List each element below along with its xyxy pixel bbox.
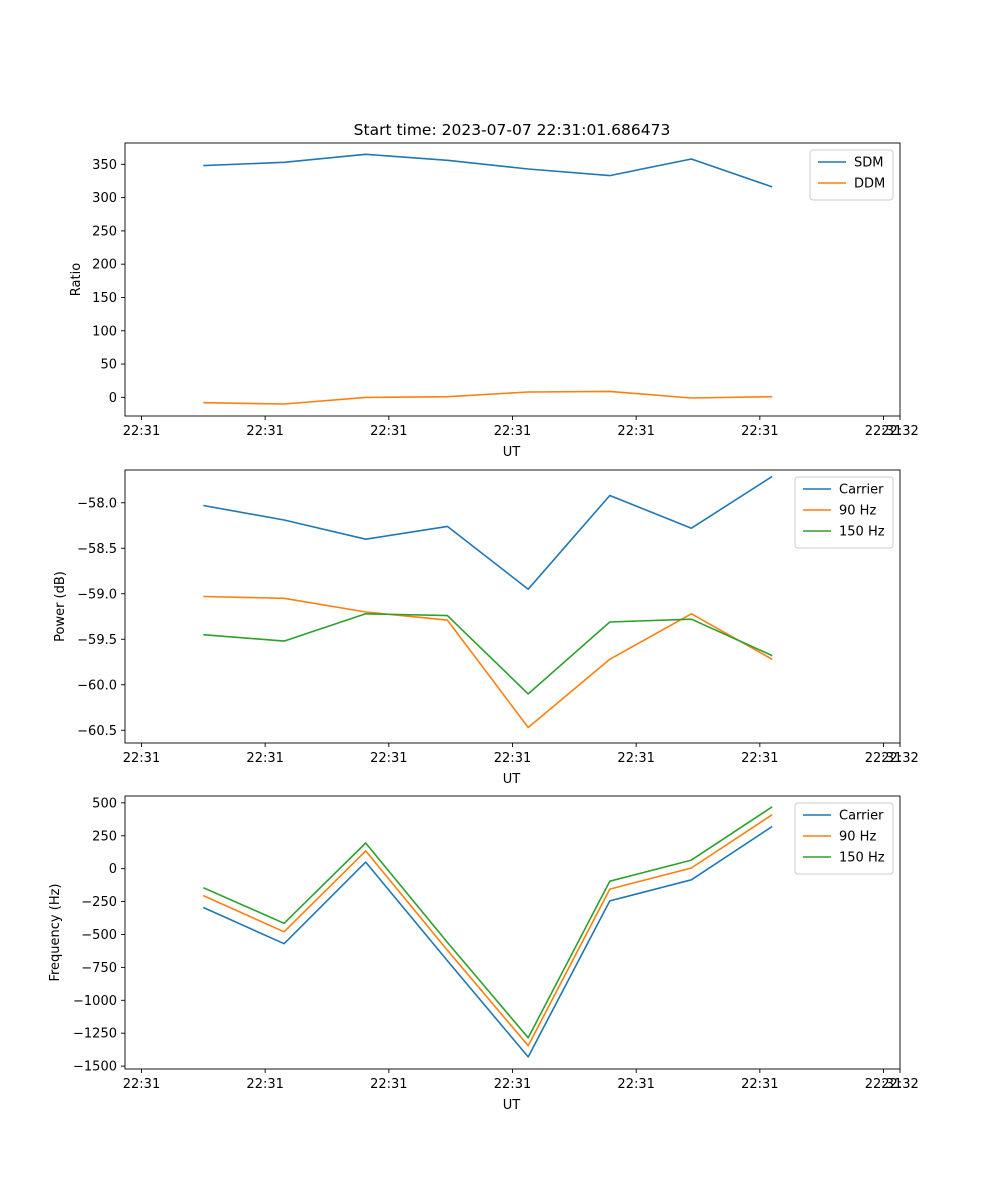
power-y-tick-label: −58.0 <box>77 496 117 511</box>
frequency-x-tick-label: 22:32 <box>881 1077 918 1092</box>
ratio-subplot: 22:31 22:31 22:31 22:31 22:31 22:31 22:3122:32… <box>69 142 919 460</box>
frequency-x-tick-label: 22:31 <box>494 1077 531 1092</box>
frequency-y-tick-label: −1500 <box>73 1060 117 1075</box>
power-x-tick-label: 22:31 <box>246 751 283 766</box>
power-x-tick-label: 22:31 <box>617 751 654 766</box>
power-series-line-150-hz <box>203 612 773 695</box>
frequency-y-tick-label: 0 <box>109 862 117 877</box>
power-legend-label: Carrier <box>839 483 884 498</box>
ratio-x-tick-label: 22:31 <box>246 424 283 439</box>
ratio-x-tick-label: 22:31 <box>370 424 407 439</box>
frequency-subplot: 22:31 22:31 22:31 22:31 22:31 22:31 22:3122:32… <box>48 795 919 1113</box>
ratio-x-axis-label: UT <box>503 445 521 460</box>
ratio-x-tick-label: 22:31 <box>494 424 531 439</box>
ratio-series-line-sdm <box>203 153 773 188</box>
power-series-line-90-hz <box>203 595 773 729</box>
ratio-y-tick-label: 350 <box>92 158 117 173</box>
ratio-y-axis-label: Ratio <box>69 263 84 296</box>
power-x-tick-label: 22:31 <box>741 751 778 766</box>
frequency-legend: Carrier 90 Hz 150 Hz <box>794 802 894 875</box>
frequency-x-tick-label: 22:31 <box>865 1077 902 1092</box>
frequency-series-line-carrier <box>202 825 773 1058</box>
frequency-y-tick-label: −500 <box>81 928 117 943</box>
frequency-series-line-90-hz <box>202 814 773 1047</box>
power-y-tick-label: −58.5 <box>77 542 117 557</box>
frequency-x-axis-label: UT <box>503 1098 521 1113</box>
frequency-x-tick-label: 22:31 <box>246 1077 283 1092</box>
ratio-y-tick-label: 250 <box>92 224 117 239</box>
frequency-x-tick-label: 22:31 <box>123 1077 160 1092</box>
power-legend-label: 90 Hz <box>839 504 876 519</box>
power-legend: Carrier 90 Hz 150 Hz <box>794 476 894 549</box>
figure-title: Start time: 2023-07-07 22:31:01.686473 <box>354 121 671 139</box>
ratio-x-tick-label: 22:31 <box>617 424 654 439</box>
frequency-legend-label: 150 Hz <box>839 851 885 866</box>
ratio-y-tick-label: 200 <box>92 258 117 273</box>
ratio-legend-label: DDM <box>854 177 885 192</box>
frequency-y-tick-label: −1000 <box>73 994 117 1009</box>
power-y-tick-label: −59.0 <box>77 587 117 602</box>
frequency-y-tick-label: 250 <box>92 829 117 844</box>
ratio-legend: SDM DDM <box>809 149 894 201</box>
frequency-y-tick-label: −750 <box>81 961 117 976</box>
ratio-x-tick-label: 22:31 <box>123 424 160 439</box>
frequency-series-line-150-hz <box>202 806 773 1039</box>
power-y-tick-label: −60.0 <box>77 678 117 693</box>
ratio-x-tick-label: 22:32 <box>881 424 918 439</box>
ratio-y-tick-label: 0 <box>109 391 117 406</box>
power-subplot: 22:31 22:31 22:31 22:31 22:31 22:31 22:3122:32… <box>53 469 919 787</box>
power-y-tick-label: −60.5 <box>77 724 117 739</box>
power-x-tick-label: 22:31 <box>865 751 902 766</box>
power-x-tick-label: 22:31 <box>123 751 160 766</box>
ratio-x-tick-label: 22:31 <box>865 424 902 439</box>
frequency-x-tick-label: 22:31 <box>617 1077 654 1092</box>
power-x-tick-label: 22:31 <box>494 751 531 766</box>
ratio-y-tick-label: 100 <box>92 324 117 339</box>
power-x-axis-label: UT <box>503 772 521 787</box>
power-legend-label: 150 Hz <box>839 525 885 540</box>
frequency-y-axis-label: Frequency (Hz) <box>48 883 63 981</box>
power-y-tick-label: −59.5 <box>77 633 117 648</box>
ratio-x-tick-label: 22:31 <box>741 424 778 439</box>
frequency-legend-label: Carrier <box>839 809 884 824</box>
power-series-line-carrier <box>203 475 773 591</box>
ratio-legend-label: SDM <box>854 156 883 171</box>
frequency-y-tick-label: 500 <box>92 796 117 811</box>
ratio-y-tick-label: 50 <box>100 358 117 373</box>
frequency-x-tick-label: 22:31 <box>741 1077 778 1092</box>
frequency-legend-label: 90 Hz <box>839 830 876 845</box>
ratio-y-tick-label: 300 <box>92 191 117 206</box>
power-x-tick-label: 22:31 <box>370 751 407 766</box>
ratio-series-line-ddm <box>203 390 773 405</box>
frequency-y-tick-label: −1250 <box>73 1027 117 1042</box>
ratio-y-tick-label: 150 <box>92 291 117 306</box>
power-x-tick-label: 22:32 <box>881 751 918 766</box>
frequency-y-tick-label: −250 <box>81 895 117 910</box>
power-y-axis-label: Power (dB) <box>53 571 68 642</box>
frequency-x-tick-label: 22:31 <box>370 1077 407 1092</box>
